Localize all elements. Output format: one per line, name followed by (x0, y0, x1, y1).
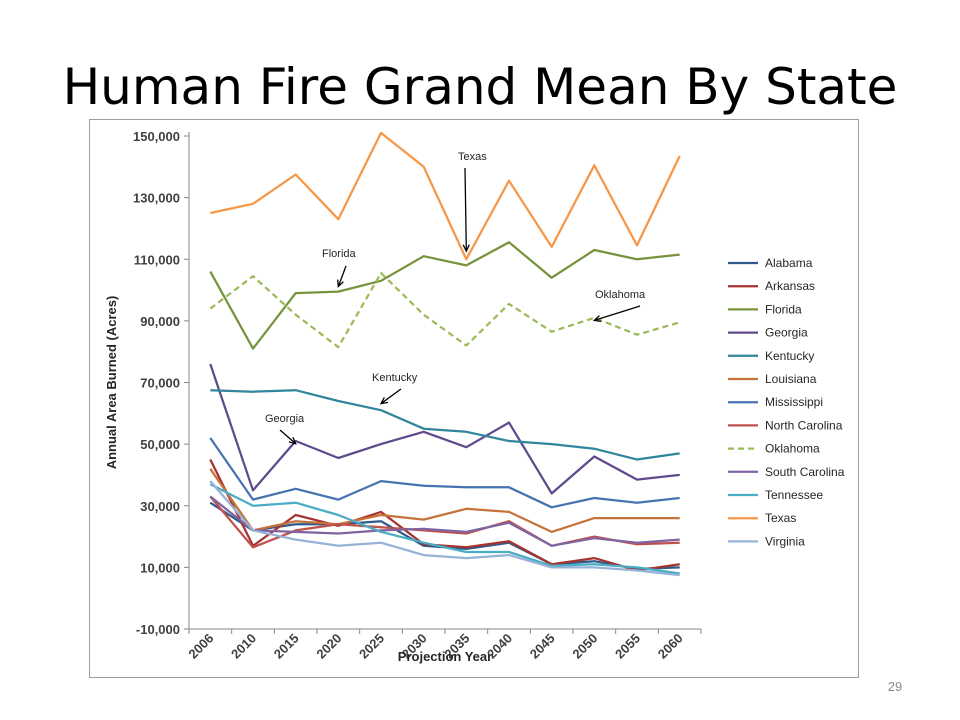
y-tick-label: 50,000 (140, 437, 180, 452)
x-tick-label: 2015 (271, 631, 302, 662)
x-tick-label: 2020 (313, 631, 344, 662)
legend-label-kentucky: Kentucky (765, 349, 814, 363)
y-tick-label: 150,000 (133, 129, 180, 144)
legend-label-virginia: Virginia (765, 534, 805, 548)
annotation-arrowhead-texas (462, 244, 470, 253)
series-line-virginia (209, 480, 680, 577)
annotation-arrow-florida (337, 265, 347, 287)
series-line-tennessee (209, 483, 680, 575)
series-line-mississippi (209, 437, 680, 509)
y-tick-label: 130,000 (133, 191, 180, 206)
series-line-louisiana (209, 468, 680, 534)
series-line-florida (209, 241, 680, 350)
annotation-arrowhead-oklahoma (592, 315, 602, 323)
legend-label-louisiana: Louisiana (765, 372, 817, 386)
x-tick-label: 2055 (612, 631, 643, 662)
x-tick-label: 2050 (569, 631, 600, 662)
legend-label-oklahoma: Oklahoma (765, 442, 820, 456)
annotation-georgia: Georgia (265, 413, 305, 425)
y-tick-label: -10,000 (136, 622, 180, 637)
annotation-arrowhead-georgia (288, 436, 297, 445)
legend-label-texas: Texas (765, 511, 796, 525)
legend-label-north-carolina: North Carolina (765, 418, 843, 432)
y-tick-label: 70,000 (140, 376, 180, 391)
legend-label-alabama: Alabama (765, 256, 813, 270)
y-tick-label: 30,000 (140, 499, 180, 514)
annotation-texas: Texas (458, 151, 487, 163)
slide-number: 29 (887, 679, 903, 694)
legend-label-tennessee: Tennessee (765, 488, 823, 502)
series-line-south-carolina (209, 495, 680, 547)
legend-label-mississippi: Mississippi (765, 395, 823, 409)
line-chart: -10,000 10,000 30,000 50,000 70,000 90,000 110… (104, 129, 845, 664)
legend-label-florida: Florida (765, 302, 802, 316)
x-tick-label: 2006 (185, 631, 216, 662)
y-axis-title: Annual Area Burned (Acres) (104, 296, 119, 470)
series-line-oklahoma (209, 271, 681, 349)
annotation-florida: Florida (322, 248, 357, 260)
x-axis-title: Projection Year (398, 649, 492, 664)
annotation-arrow-texas (464, 167, 467, 252)
series-line-kentucky (210, 389, 680, 461)
legend-label-georgia: Georgia (765, 326, 808, 340)
legend-label-arkansas: Arkansas (765, 279, 815, 293)
annotation-arrow-georgia (279, 429, 297, 445)
annotation-oklahoma: Oklahoma (595, 289, 646, 301)
y-tick-label: 110,000 (134, 252, 180, 267)
x-tick-label: 2045 (527, 631, 558, 662)
series-line-georgia (209, 363, 680, 495)
x-tick-label: 2060 (655, 631, 686, 662)
annotation-arrow-kentucky (380, 388, 402, 405)
y-tick-label: 90,000 (140, 314, 180, 329)
x-tick-label: 2025 (356, 631, 387, 662)
legend-label-south-carolina: South Carolina (765, 465, 845, 479)
annotation-arrowhead-florida (337, 279, 344, 288)
annotation-arrow-oklahoma (594, 305, 641, 322)
x-tick-label: 2010 (228, 631, 259, 662)
y-tick-label: 10,000 (140, 560, 180, 575)
annotation-arrowhead-kentucky (379, 397, 389, 405)
slide-title: Human Fire Grand Mean By State (62, 58, 898, 116)
series-line-texas (210, 132, 681, 261)
series-line-arkansas (209, 459, 680, 572)
chart-frame: -10,000 10,000 30,000 50,000 70,000 90,000 110… (89, 119, 859, 678)
annotation-kentucky: Kentucky (372, 372, 418, 384)
